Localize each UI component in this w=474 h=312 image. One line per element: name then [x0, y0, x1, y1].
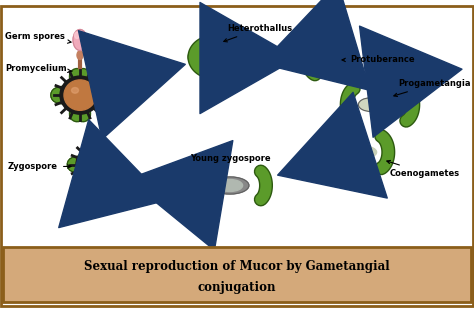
FancyBboxPatch shape [3, 247, 471, 303]
Text: Protuberance: Protuberance [342, 56, 415, 64]
Ellipse shape [77, 51, 83, 60]
Circle shape [60, 76, 100, 114]
Ellipse shape [72, 87, 79, 93]
Ellipse shape [333, 146, 359, 158]
Ellipse shape [351, 146, 377, 158]
Text: Coenogametes: Coenogametes [387, 160, 460, 178]
Ellipse shape [319, 56, 327, 63]
Text: Sexual reproduction of Mucor by Gametangial: Sexual reproduction of Mucor by Gametang… [84, 260, 390, 273]
Ellipse shape [364, 150, 368, 154]
Ellipse shape [358, 98, 383, 111]
Ellipse shape [356, 150, 361, 154]
Ellipse shape [218, 179, 243, 192]
Ellipse shape [334, 56, 341, 63]
Circle shape [80, 150, 110, 179]
Text: Germ spores: Germ spores [5, 32, 71, 43]
Ellipse shape [73, 30, 87, 51]
Text: Progametangia: Progametangia [394, 79, 471, 96]
Ellipse shape [74, 32, 80, 38]
Text: Zygospore: Zygospore [8, 162, 71, 171]
Text: Young zygospore: Young zygospore [190, 154, 270, 163]
Ellipse shape [87, 157, 93, 163]
Ellipse shape [342, 150, 346, 154]
Circle shape [76, 147, 114, 183]
Ellipse shape [211, 177, 249, 194]
Text: Heterothallus: Heterothallus [224, 24, 292, 42]
Text: Promycelium: Promycelium [5, 64, 72, 73]
Ellipse shape [349, 150, 354, 154]
Ellipse shape [327, 56, 334, 63]
Circle shape [64, 80, 96, 110]
Text: conjugation: conjugation [198, 280, 276, 294]
Ellipse shape [376, 98, 401, 111]
